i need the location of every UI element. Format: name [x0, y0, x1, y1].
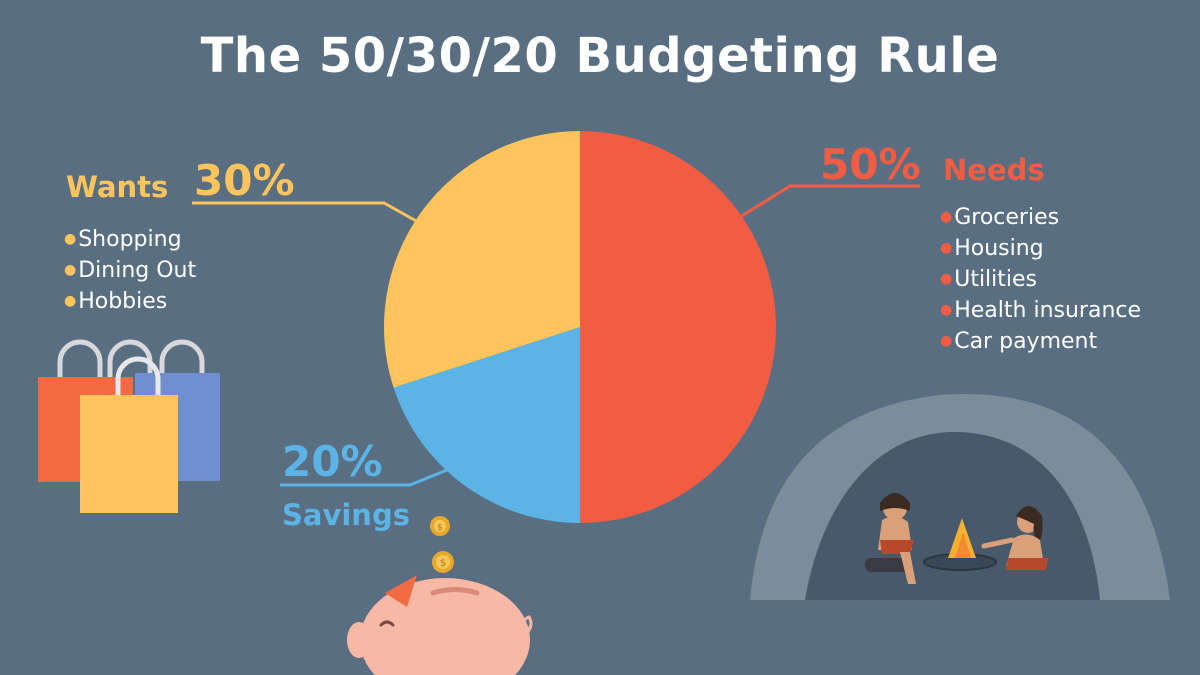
bullet-icon: ●: [940, 302, 953, 318]
list-item: ●Groceries: [940, 202, 1141, 233]
piggy-bank-icon: [347, 575, 533, 675]
wants-item-label: Hobbies: [78, 289, 168, 314]
needs-item-label: Groceries: [954, 205, 1060, 230]
coin-icon: $ $: [430, 516, 454, 573]
bullet-icon: ●: [940, 271, 953, 287]
shopping-bags-icon: [38, 339, 220, 513]
bullet-icon: ●: [940, 333, 953, 349]
list-item: ●Utilities: [940, 264, 1141, 295]
page-title: The 50/30/20 Budgeting Rule: [200, 28, 1000, 84]
bullet-icon: ●: [64, 262, 77, 278]
needs-item-label: Utilities: [954, 267, 1038, 292]
savings-label: Savings: [282, 498, 410, 532]
needs-list: ●Groceries ●Housing ●Utilities ●Health i…: [940, 202, 1141, 357]
pie-slice-savings: [393, 327, 580, 523]
bullet-icon: ●: [64, 293, 77, 309]
svg-text:$: $: [440, 558, 446, 569]
bullet-icon: ●: [940, 209, 953, 225]
bullet-icon: ●: [940, 240, 953, 256]
wants-item-label: Dining Out: [78, 258, 197, 283]
list-item: ●Car payment: [940, 326, 1141, 357]
wants-item-label: Shopping: [78, 227, 182, 252]
list-item: ●Housing: [940, 233, 1141, 264]
pie-slice-needs: [580, 131, 776, 523]
needs-label: Needs: [943, 153, 1045, 187]
savings-leader-line: [280, 466, 453, 487]
wants-label: Wants: [66, 170, 169, 204]
needs-item-label: Car payment: [954, 329, 1098, 354]
needs-item-label: Health insurance: [954, 298, 1142, 323]
needs-item-label: Housing: [954, 236, 1044, 261]
wants-percent: 30%: [194, 156, 295, 205]
list-item: ●Shopping: [64, 224, 196, 255]
bullet-icon: ●: [64, 231, 77, 247]
needs-leader-line: [739, 184, 920, 219]
needs-percent: 50%: [820, 140, 921, 189]
pie-slice-wants: [383, 131, 580, 388]
cave-scene-icon: [750, 394, 1170, 600]
savings-percent: 20%: [282, 437, 383, 486]
list-item: ●Hobbies: [64, 286, 196, 317]
wants-leader-line: [192, 201, 419, 224]
wants-list: ●Shopping ●Dining Out ●Hobbies: [64, 224, 196, 317]
list-item: ●Dining Out: [64, 255, 196, 286]
list-item: ●Health insurance: [940, 295, 1141, 326]
svg-text:$: $: [437, 523, 443, 533]
